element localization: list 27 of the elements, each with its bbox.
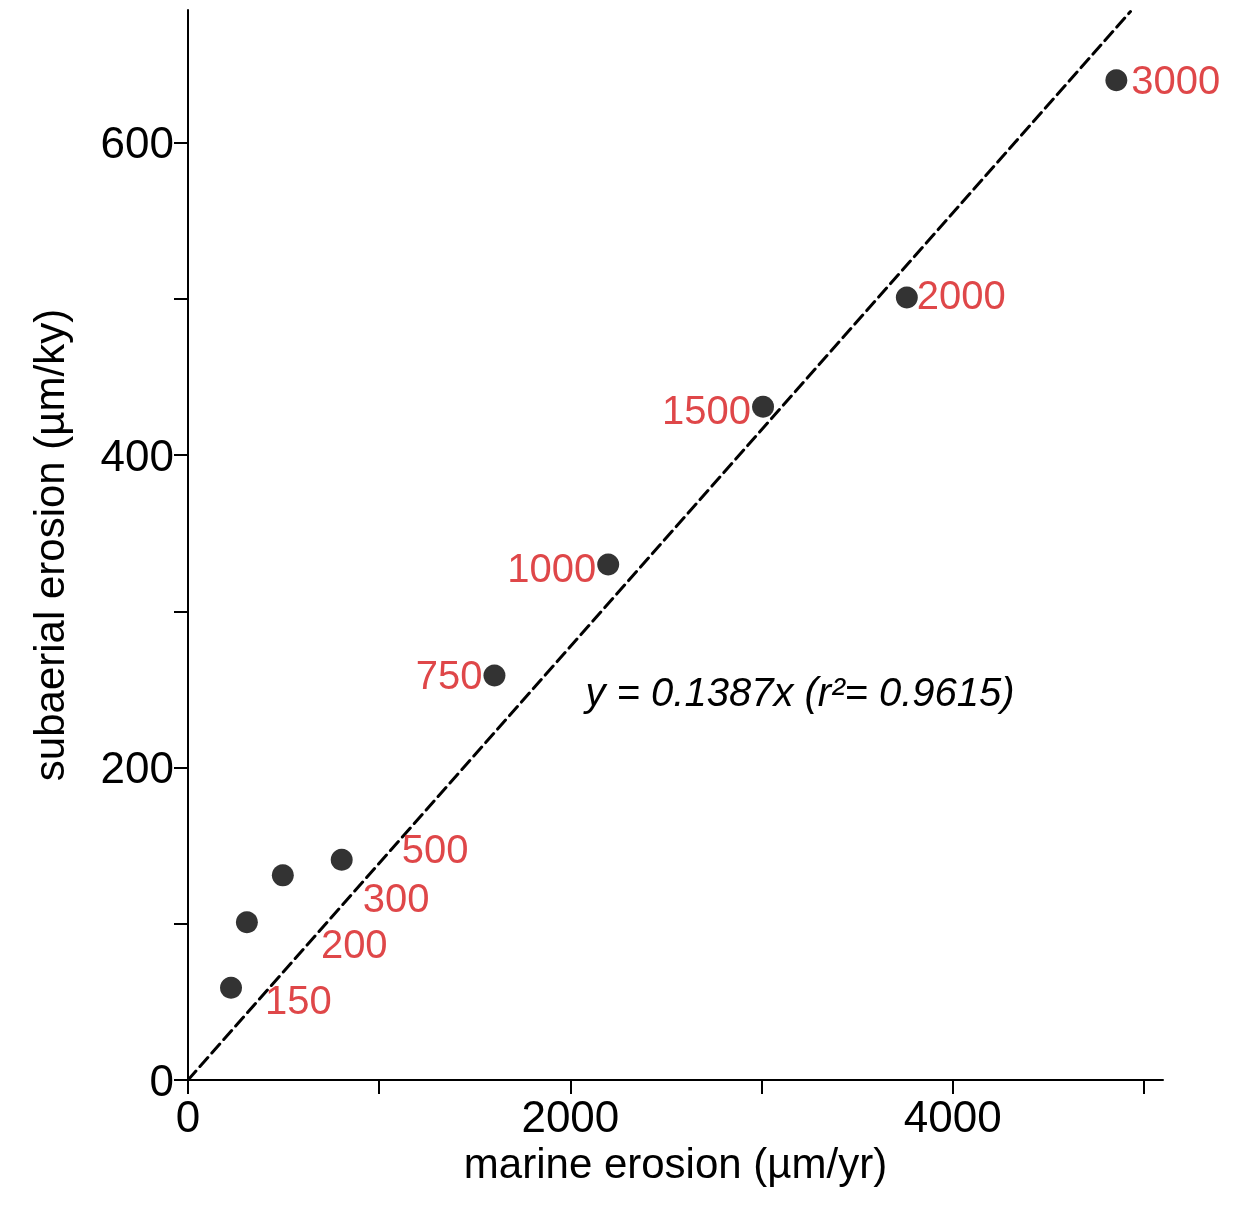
y-tick-label: 0 xyxy=(149,1055,174,1105)
point xyxy=(895,286,918,309)
point xyxy=(597,553,620,576)
y-axis-title: subaerial erosion (µm/ky) xyxy=(25,308,73,782)
annotation: 150 xyxy=(265,977,332,1022)
annotation: 300 xyxy=(362,876,430,921)
y-tick-label: 600 xyxy=(100,118,174,168)
annotation: 200 xyxy=(320,922,388,967)
point xyxy=(330,848,353,871)
point xyxy=(271,864,294,887)
y-tick-label: 200 xyxy=(100,743,174,793)
x-tick-label: 4000 xyxy=(903,1091,1002,1141)
point xyxy=(752,395,775,418)
point xyxy=(1105,69,1128,92)
annotation: 750 xyxy=(415,653,483,698)
series-label: y = 0.1387x (r²= 0.9615) xyxy=(582,669,1015,714)
x-axis-title: marine erosion (µm/yr) xyxy=(463,1140,888,1188)
annotation: 500 xyxy=(401,826,469,871)
annotation: 3000 xyxy=(1131,58,1221,103)
x-tick-label: 2000 xyxy=(521,1091,620,1141)
annotation: 1500 xyxy=(662,387,752,432)
point xyxy=(483,664,506,687)
annotation: 1000 xyxy=(507,545,597,590)
point xyxy=(220,976,243,999)
annotation: 2000 xyxy=(916,273,1006,318)
y-tick-label: 400 xyxy=(100,430,174,480)
point xyxy=(235,911,258,934)
